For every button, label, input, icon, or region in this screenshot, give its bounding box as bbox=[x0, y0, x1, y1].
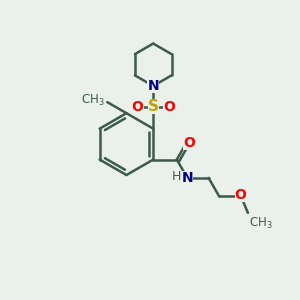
Text: H: H bbox=[172, 170, 181, 183]
Text: O: O bbox=[132, 100, 144, 114]
Text: O: O bbox=[163, 100, 175, 114]
Text: $\mathregular{CH_3}$: $\mathregular{CH_3}$ bbox=[249, 216, 273, 231]
Text: N: N bbox=[147, 79, 159, 93]
Text: $\mathregular{CH_3}$: $\mathregular{CH_3}$ bbox=[81, 93, 104, 108]
Text: O: O bbox=[235, 188, 247, 202]
Text: S: S bbox=[148, 99, 159, 114]
Text: O: O bbox=[184, 136, 195, 150]
Text: N: N bbox=[182, 171, 193, 185]
